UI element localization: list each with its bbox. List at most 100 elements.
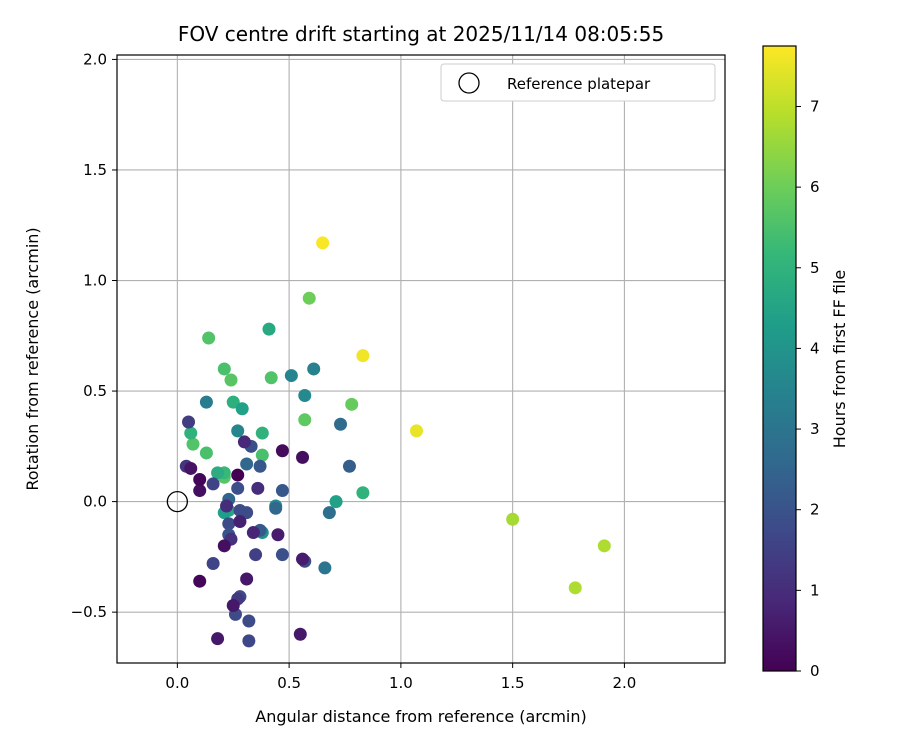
data-point (240, 572, 254, 586)
data-point (222, 517, 236, 531)
chart-title: FOV centre drift starting at 2025/11/14 … (178, 22, 664, 46)
data-point (217, 539, 231, 553)
data-point (293, 627, 307, 641)
y-tick-label: 2.0 (83, 50, 107, 68)
colorbar-tick-label: 2 (810, 501, 820, 519)
data-point (184, 461, 198, 475)
data-point (206, 477, 220, 491)
y-axis-label: Rotation from reference (arcmin) (23, 227, 42, 490)
data-point (322, 506, 336, 520)
y-tick-label: −0.5 (71, 603, 107, 621)
data-point (231, 424, 245, 438)
data-point (182, 415, 196, 429)
data-point (199, 446, 213, 460)
data-point (302, 291, 316, 305)
data-point (193, 484, 207, 498)
x-axis-label: Angular distance from reference (arcmin) (255, 707, 586, 726)
y-tick-label: 0.5 (83, 382, 107, 400)
x-tick-label: 1.5 (501, 674, 525, 692)
plot-frame (116, 54, 726, 664)
x-tick-label: 2.0 (612, 674, 636, 692)
data-point (237, 435, 251, 449)
y-axis-ticks: −0.5 0.0 0.5 1.0 1.5 2.0 (71, 50, 117, 621)
data-point (224, 373, 238, 387)
y-tick-label: 0.0 (83, 493, 107, 511)
data-point (206, 557, 220, 571)
data-point (211, 632, 225, 646)
data-point (316, 236, 330, 250)
data-point (271, 528, 285, 542)
data-point (199, 395, 213, 409)
data-point (264, 371, 278, 385)
colorbar-tick-label: 5 (810, 259, 820, 277)
data-point (318, 561, 332, 575)
colorbar-frame (762, 45, 797, 672)
colorbar-tick-label: 1 (810, 581, 820, 599)
data-point (193, 574, 207, 588)
data-point (345, 397, 359, 411)
data-point (233, 503, 247, 517)
data-point (184, 426, 198, 440)
data-point (240, 457, 254, 471)
legend: Reference platepar (440, 63, 716, 102)
x-tick-label: 0.5 (277, 674, 301, 692)
data-point (233, 515, 247, 529)
data-point (356, 349, 370, 363)
colorbar-label: Hours from first FF file (830, 270, 849, 449)
data-point (296, 450, 310, 464)
data-point (217, 362, 231, 376)
grid-lines (117, 55, 725, 663)
data-point (220, 499, 234, 513)
data-point (296, 552, 310, 566)
y-tick-label: 1.5 (83, 161, 107, 179)
data-point (226, 395, 240, 409)
data-point (307, 362, 321, 376)
data-point (329, 495, 343, 509)
data-point (342, 459, 356, 473)
colorbar-tick-label: 3 (810, 420, 820, 438)
colorbar-tick-label: 0 (810, 662, 820, 680)
colorbar-tick-label: 6 (810, 178, 820, 196)
data-point (231, 481, 245, 495)
data-point (284, 369, 298, 383)
data-point (242, 614, 256, 628)
data-point (242, 634, 256, 648)
data-point (246, 526, 260, 540)
y-tick-label: 1.0 (83, 272, 107, 290)
colorbar-tick-label: 4 (810, 339, 820, 357)
data-points (179, 236, 611, 648)
legend-box (440, 63, 716, 102)
data-point (235, 402, 249, 416)
legend-reference-marker (458, 72, 480, 94)
data-point (275, 484, 289, 498)
data-point (356, 486, 370, 500)
data-point (193, 472, 207, 486)
data-point (410, 424, 424, 438)
data-point (253, 459, 267, 473)
colorbar-ticks: 0 1 2 3 4 5 6 7 (796, 97, 820, 680)
data-point (506, 512, 520, 526)
legend-entry-reference: Reference platepar (507, 75, 651, 93)
x-tick-label: 0.0 (165, 674, 189, 692)
data-point (275, 444, 289, 458)
colorbar-fill (763, 46, 796, 671)
data-point (275, 548, 289, 562)
data-point (211, 466, 225, 480)
data-point (251, 481, 265, 495)
data-point (255, 448, 269, 462)
data-point (597, 539, 611, 553)
data-point (568, 581, 582, 595)
x-tick-label: 1.0 (389, 674, 413, 692)
data-point (249, 548, 263, 562)
data-point (298, 413, 312, 427)
data-point (298, 388, 312, 402)
data-point (226, 599, 240, 613)
data-point (186, 437, 200, 451)
data-point (334, 417, 348, 431)
data-point (255, 426, 269, 440)
data-point (231, 468, 245, 482)
data-point (202, 331, 216, 345)
colorbar: 0 1 2 3 4 5 6 7 Hours from first FF file (762, 45, 849, 680)
data-point (269, 501, 283, 515)
